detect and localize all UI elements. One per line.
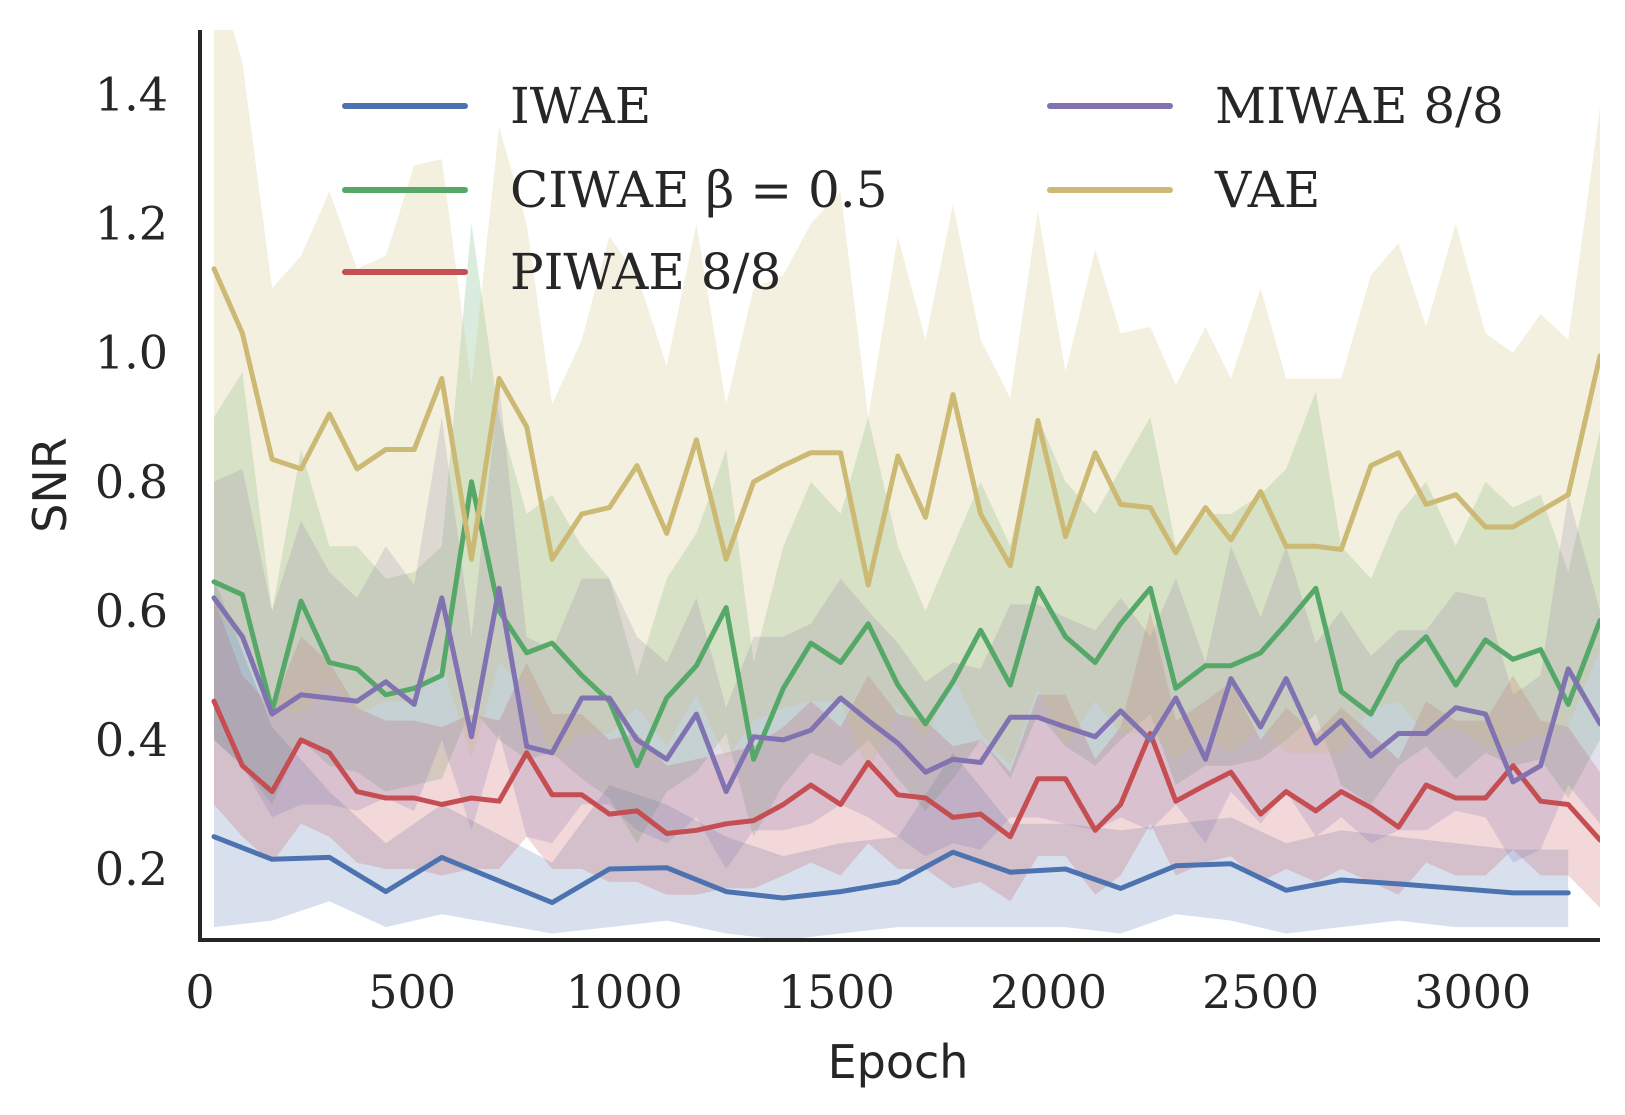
y-tick-label: 1.4 bbox=[95, 68, 168, 122]
x-tick-label: 500 bbox=[368, 965, 456, 1019]
x-tick-label: 1000 bbox=[566, 965, 683, 1019]
legend-label-miwae-8-8: MIWAE 8/8 bbox=[1215, 77, 1504, 135]
y-axis-title: SNR bbox=[23, 437, 77, 533]
legend-label-piwae-8-8: PIWAE 8/8 bbox=[510, 243, 781, 301]
piwae-8-8-line bbox=[211, 698, 1600, 843]
y-tick-label: 0.2 bbox=[95, 842, 168, 896]
y-tick-label: 1.0 bbox=[95, 326, 168, 380]
miwae-8-8-band bbox=[214, 385, 1600, 869]
legend-label-ciwae-0-5: CIWAE β = 0.5 bbox=[510, 161, 888, 219]
x-tick-label: 0 bbox=[185, 965, 214, 1019]
vae-band bbox=[214, 30, 1600, 773]
y-tick-labels: 0.2 0.4 0.6 0.8 1.0 1.2 1.4 bbox=[95, 68, 168, 896]
legend-label-iwae: IWAE bbox=[510, 77, 651, 135]
iwae-line bbox=[211, 834, 1571, 906]
y-tick-label: 0.6 bbox=[95, 584, 168, 638]
legend-label-vae: VAE bbox=[1214, 161, 1320, 219]
y-tick-label: 1.2 bbox=[95, 197, 168, 251]
y-tick-label: 0.4 bbox=[95, 713, 168, 767]
series-lines bbox=[211, 266, 1600, 906]
ciwae-0-5-band bbox=[214, 223, 1600, 844]
x-tick-label: 2000 bbox=[990, 965, 1107, 1019]
ciwae-0-5-line bbox=[211, 479, 1600, 769]
x-tick-label: 2500 bbox=[1202, 965, 1319, 1019]
vae-line bbox=[211, 266, 1600, 588]
miwae-8-8-line bbox=[211, 585, 1600, 795]
legend: IWAE CIWAE β = 0.5 PIWAE 8/8 MIWAE 8/8 VAE bbox=[342, 77, 1504, 301]
x-tick-label: 3000 bbox=[1414, 965, 1531, 1019]
x-tick-label: 1500 bbox=[778, 965, 895, 1019]
y-tick-label: 0.8 bbox=[95, 455, 168, 509]
axes bbox=[198, 30, 1600, 942]
x-tick-labels: 0 500 1000 1500 2000 2500 3000 bbox=[185, 965, 1531, 1019]
iwae-band bbox=[214, 578, 1569, 940]
x-axis-title: Epoch bbox=[828, 1035, 969, 1089]
